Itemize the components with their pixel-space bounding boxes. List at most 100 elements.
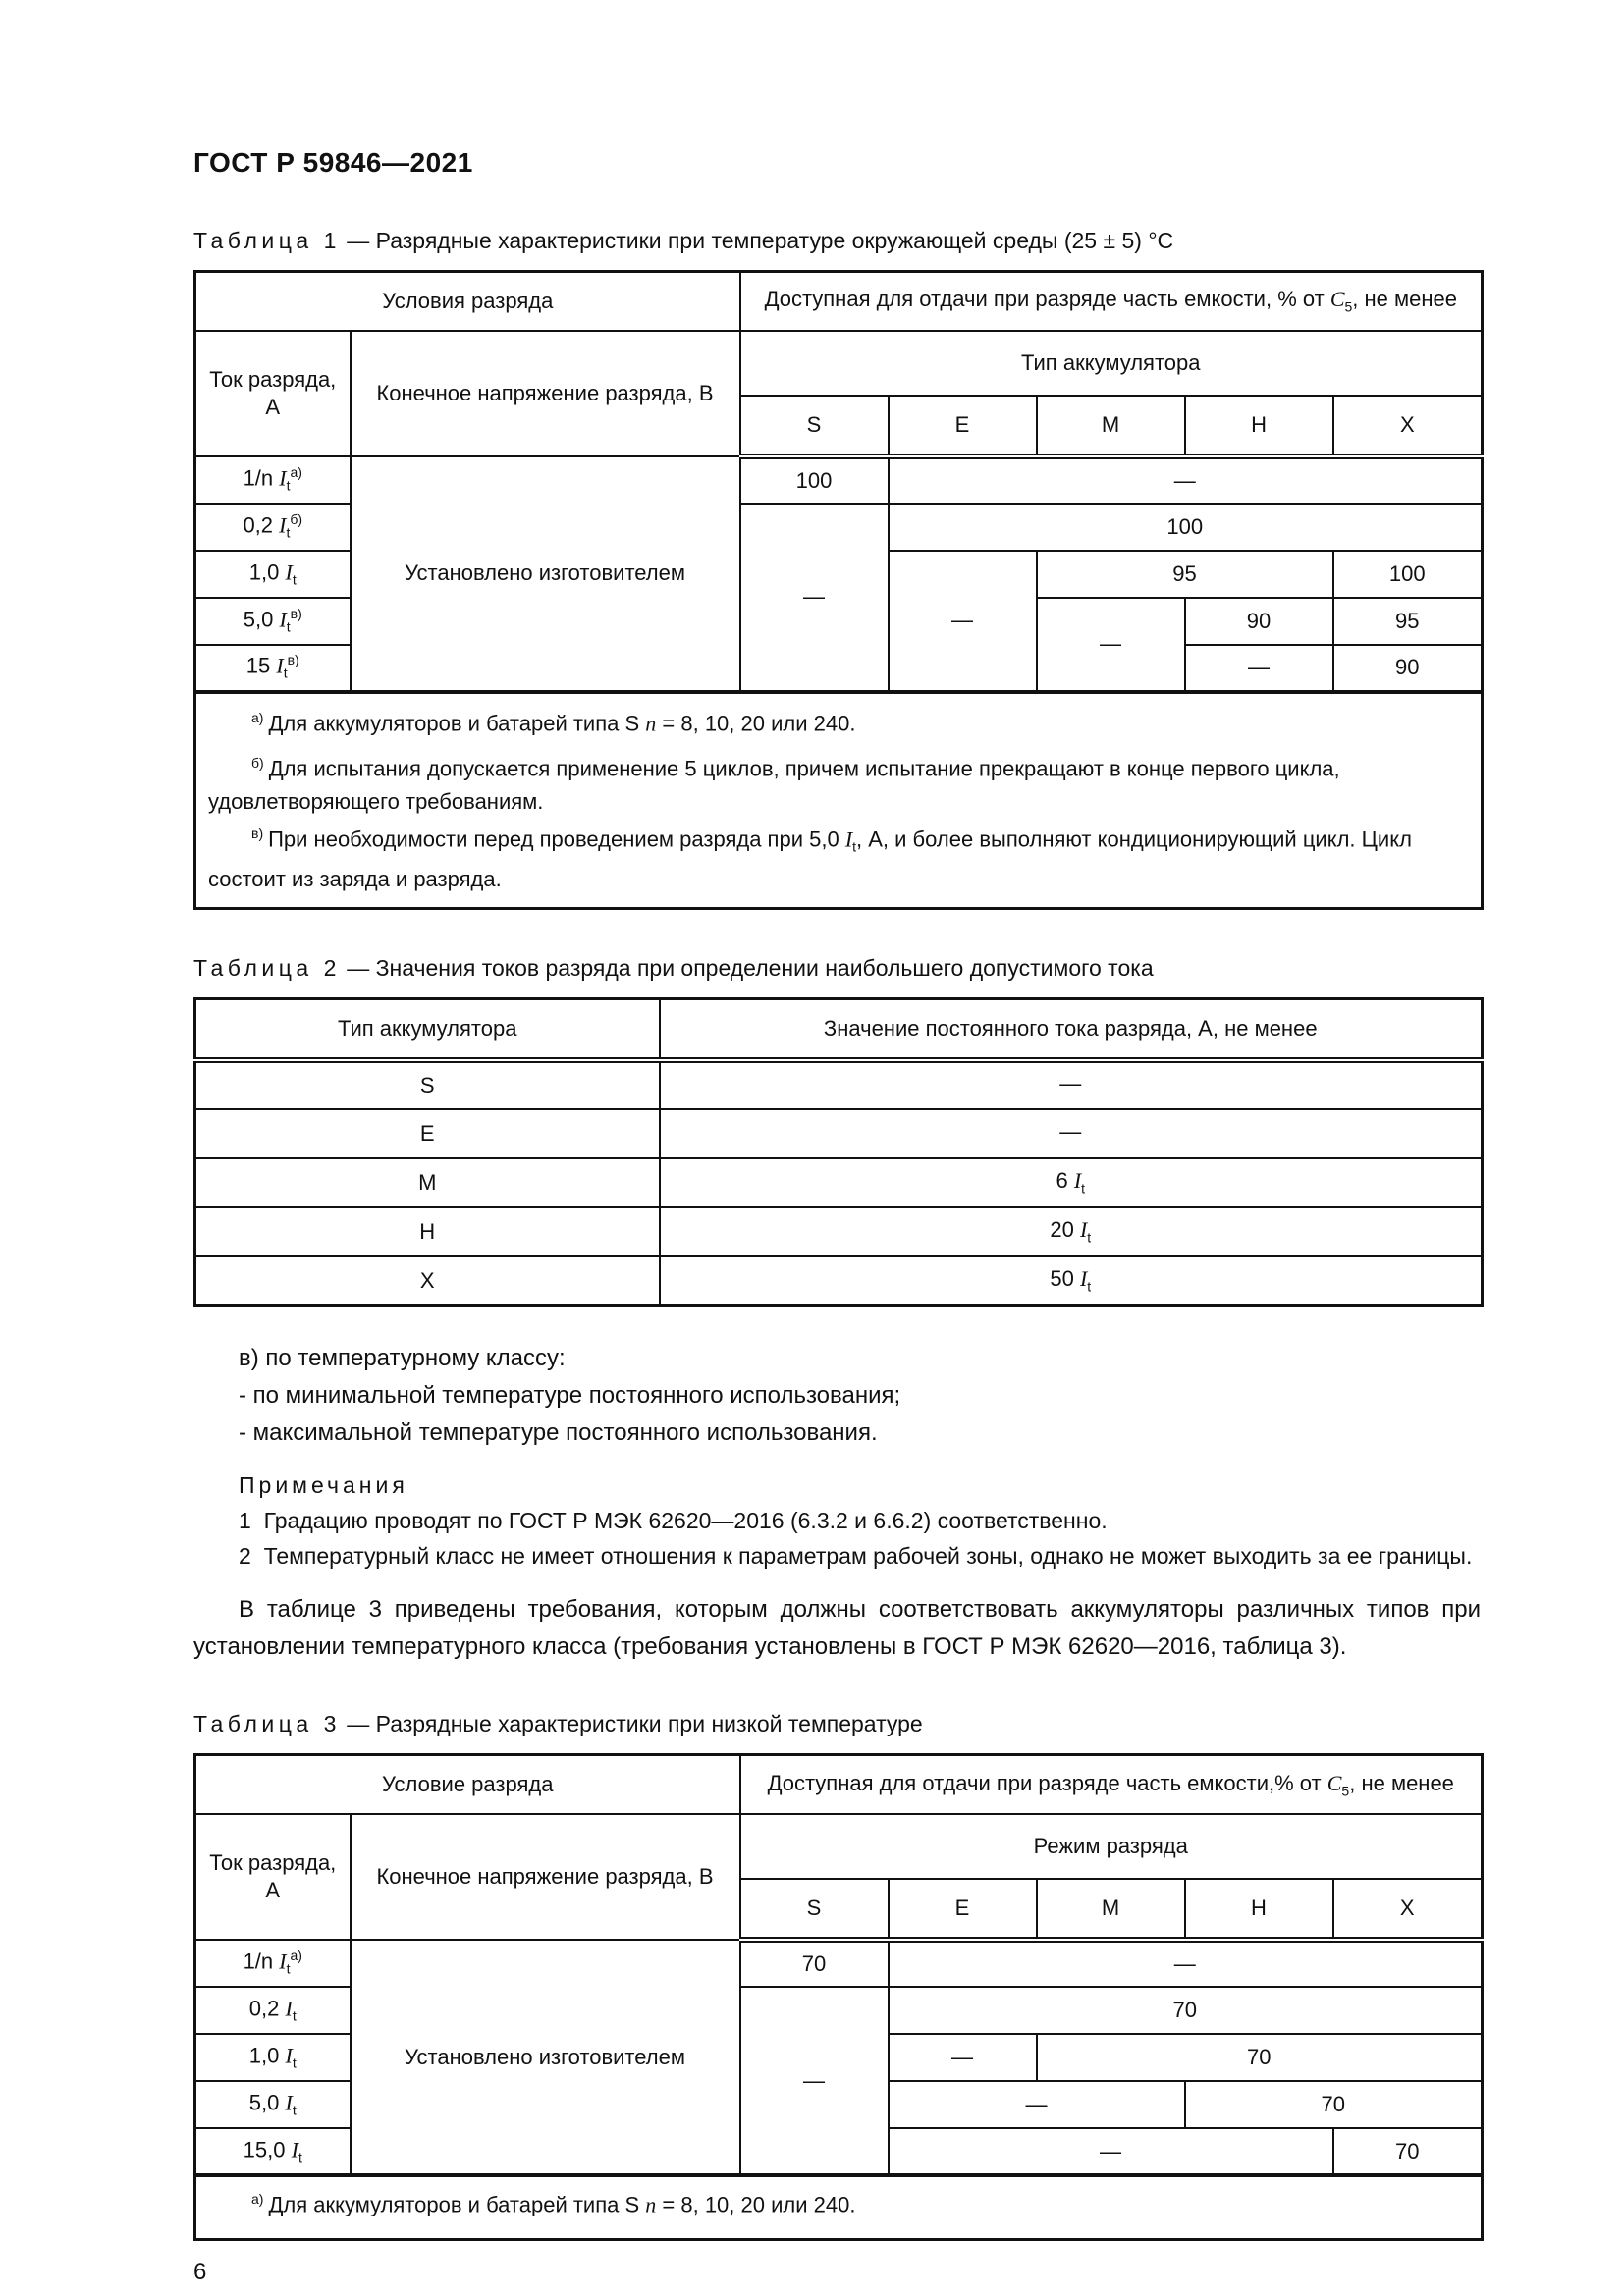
text: 5,0 [248, 2090, 286, 2115]
t2-row-s-value: — [658, 1058, 1484, 1110]
text: 1,0 [248, 2043, 286, 2068]
t1-footnote-b: б) Для испытания допускается применение 5… [208, 747, 1469, 817]
table3-caption: Таблица 3 — Разрядные характеристики при… [193, 1711, 1481, 1737]
t3-type-s: S [738, 1877, 890, 1943]
current-subscript: t [292, 2055, 297, 2071]
t1-row5-label: 15 Itв) [193, 643, 352, 693]
text: 50 [1050, 1266, 1080, 1292]
t3-val-r1-rest: — [887, 1938, 1484, 1988]
t1-val-r5-h: — [1183, 643, 1334, 693]
current-subscript: t [1081, 1180, 1086, 1197]
current-symbol: I [291, 2136, 298, 2162]
text: , А, и более выполняют кондиционирующий … [208, 826, 1412, 892]
current-symbol: I [279, 465, 287, 491]
page-number: 6 [193, 2259, 207, 2286]
current-subscript: t [298, 2149, 302, 2165]
t2-row-m-type: M [193, 1156, 661, 1208]
t1-footnote-v: в) При необходимости перед проведением ра… [208, 818, 1469, 896]
t3-footnote-a: а) Для аккумуляторов и батарей типа S n =… [208, 2183, 1469, 2229]
note-2: 2 Температурный класс не имеет отношения… [239, 1543, 1473, 1570]
current-symbol: I [285, 560, 293, 585]
text: = 8, 10, 20 или 240. [656, 2192, 856, 2217]
t3-voltage-value: Установлено изготовителем [349, 1938, 741, 2176]
list-dash-1: - по минимальной температуре постоянного… [239, 1382, 901, 1410]
text: 1,0 [248, 560, 286, 585]
table1-caption-label: Таблица 1 [193, 228, 341, 253]
text: — [1059, 1071, 1082, 1096]
current-symbol: I [1073, 1168, 1082, 1194]
footnote-marker: в) [251, 825, 264, 841]
capacity-subscript: 5 [1341, 1782, 1350, 1798]
text: 15 [245, 653, 277, 678]
t1-val-r3-mh: 95 [1035, 549, 1334, 599]
current-subscript: t [286, 524, 291, 541]
t1-row1-label: 1/n Itа) [193, 454, 352, 505]
t1-type-group-header: Тип аккумулятора [738, 329, 1484, 397]
t3-val-r1-s: 70 [738, 1938, 890, 1988]
t1-val-r3-x: 100 [1331, 549, 1484, 599]
current-symbol: I [279, 607, 287, 632]
current-subscript: t [292, 2102, 297, 2118]
current-subscript: t [286, 1960, 291, 1977]
t2-row-m-value: 6 It [658, 1156, 1484, 1208]
current-subscript: t [283, 666, 288, 682]
t2-row-h-type: H [193, 1205, 661, 1257]
t3-mode-group-header: Режим разряда [738, 1812, 1484, 1880]
capacity-symbol: C [1326, 1770, 1342, 1795]
footnote-marker: в) [290, 605, 302, 621]
t3-val-r4-rest: 70 [1183, 2079, 1484, 2129]
table1-caption-text: — Разрядные характеристики при температу… [340, 228, 1174, 253]
table3-caption-label: Таблица 3 [193, 1711, 341, 1737]
t1-footnote-a: а) Для аккумуляторов и батарей типа S n =… [208, 702, 1469, 748]
current-symbol: I [285, 2090, 293, 2115]
t3-current-header: Ток разряда, А [193, 1812, 352, 1941]
footnote-marker: а) [290, 463, 302, 480]
t1-val-r2-rest: 100 [887, 502, 1484, 552]
t3-val-r3-rest: 70 [1035, 2032, 1484, 2082]
list-item-v: в) по температурному классу: [239, 1345, 566, 1372]
capacity-subscript: 5 [1344, 298, 1353, 315]
t1-type-x: X [1331, 394, 1484, 459]
text: 1/n [243, 465, 280, 491]
current-subscript: t [852, 838, 857, 855]
t1-footnotes-cell: а) Для аккумуляторов и батарей типа S n =… [193, 689, 1484, 910]
t1-type-h: H [1183, 394, 1334, 459]
t1-type-m: M [1035, 394, 1186, 459]
t3-val-r5-emh: — [887, 2126, 1334, 2176]
table3: Условие разряда Доступная для отдачи при… [193, 1753, 1485, 2242]
table1-caption: Таблица 1 — Разрядные характеристики при… [193, 228, 1481, 254]
t1-val-r2-s: — [738, 502, 890, 693]
current-symbol: I [844, 826, 853, 851]
text: 20 [1050, 1217, 1080, 1243]
t3-val-r2-s: — [738, 1985, 890, 2176]
text: , не менее [1349, 1770, 1454, 1795]
text: Доступная для отдачи при разряде часть е… [764, 287, 1330, 312]
footnote-marker: б) [290, 510, 303, 527]
t3-val-r3-e: — [887, 2032, 1038, 2082]
text: Для испытания допускается применение 5 ц… [208, 756, 1340, 814]
standard-code: ГОСТ Р 59846—2021 [193, 147, 473, 178]
t3-row4-label: 5,0 It [193, 2079, 352, 2129]
t1-val-r4-m: — [1035, 596, 1186, 693]
t3-val-r2-rest: 70 [887, 1985, 1484, 2035]
t3-val-r5-x: 70 [1331, 2126, 1484, 2176]
n-symbol: n [645, 2192, 657, 2217]
current-subscript: t [292, 2007, 297, 2024]
t3-capacity-header: Доступная для отдачи при разряде часть е… [738, 1753, 1484, 1815]
t3-val-r4-em: — [887, 2079, 1186, 2129]
t1-type-e: E [887, 394, 1038, 459]
footnote-marker: а) [251, 709, 264, 725]
table2-caption: Таблица 2 — Значения токов разряда при о… [193, 955, 1481, 982]
list-dash-2: - максимальной температуре постоянного и… [239, 1419, 878, 1447]
t3-row5-label: 15,0 It [193, 2126, 352, 2176]
t3-type-e: E [887, 1877, 1038, 1943]
t2-row-x-value: 50 It [658, 1255, 1484, 1307]
text: 15,0 [243, 2136, 292, 2162]
text: Доступная для отдачи при разряде часть е… [767, 1770, 1327, 1795]
text: 1/n [243, 1949, 280, 1974]
table3-caption-text: — Разрядные характеристики при низкой те… [340, 1711, 923, 1737]
footnote-marker: б) [251, 755, 264, 772]
t2-row-s-type: S [193, 1058, 661, 1110]
footnote-marker: в) [287, 652, 299, 668]
